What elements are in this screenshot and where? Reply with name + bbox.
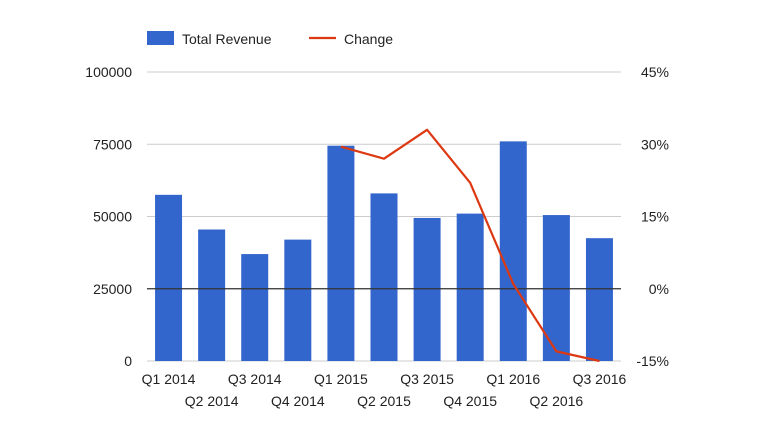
x-tick-label: Q3 2016 [573,371,627,387]
x-tick-label: Q2 2014 [185,393,239,409]
bar-q3-2015 [413,217,441,361]
legend-label-total-revenue: Total Revenue [182,31,272,47]
bar-q3-2014 [241,254,269,361]
left-tick-label: 0 [124,353,132,369]
x-tick-label: Q3 2015 [400,371,454,387]
bar-q4-2015 [456,213,484,361]
left-tick-label: 25000 [93,281,132,297]
x-tick-label: Q4 2015 [443,393,497,409]
right-tick-label: -15% [636,353,669,369]
change-series-line [340,128,600,363]
legend-swatch-total-revenue [147,31,174,45]
right-tick-label: 30% [641,136,669,152]
left-tick-label: 100000 [85,64,132,80]
right-tick-label: 45% [641,64,669,80]
bar-q2-2015 [370,193,398,361]
bars [155,141,613,361]
bar-q3-2016 [585,238,613,361]
change-line [340,128,600,363]
left-tick-label: 75000 [93,136,132,152]
x-tick-label: Q2 2016 [530,393,584,409]
bar-q2-2016 [542,215,570,361]
x-tick-label: Q4 2014 [271,393,325,409]
legend: Total Revenue Change [147,31,393,47]
bar-q2-2014 [198,229,226,361]
left-tick-label: 50000 [93,209,132,225]
x-tick-label: Q1 2014 [142,371,196,387]
right-tick-label: 0% [649,281,669,297]
right-tick-label: 15% [641,209,669,225]
x-tick-label: Q1 2015 [314,371,368,387]
bar-q1-2016 [499,141,527,361]
x-tick-label: Q2 2015 [357,393,411,409]
bar-q1-2015 [327,145,355,361]
bar-q4-2014 [284,239,312,361]
x-axis: Q1 2014 Q2 2014 Q3 2014 Q4 2014 Q1 2015 Q2 20… [142,371,627,409]
left-axis: 0 25000 50000 75000 100000 [85,64,132,369]
legend-label-change: Change [344,31,393,47]
x-tick-label: Q3 2014 [228,371,282,387]
x-tick-label: Q1 2016 [486,371,540,387]
bar-q1-2014 [155,194,183,361]
right-axis: -15% 0% 15% 30% 45% [636,64,669,369]
